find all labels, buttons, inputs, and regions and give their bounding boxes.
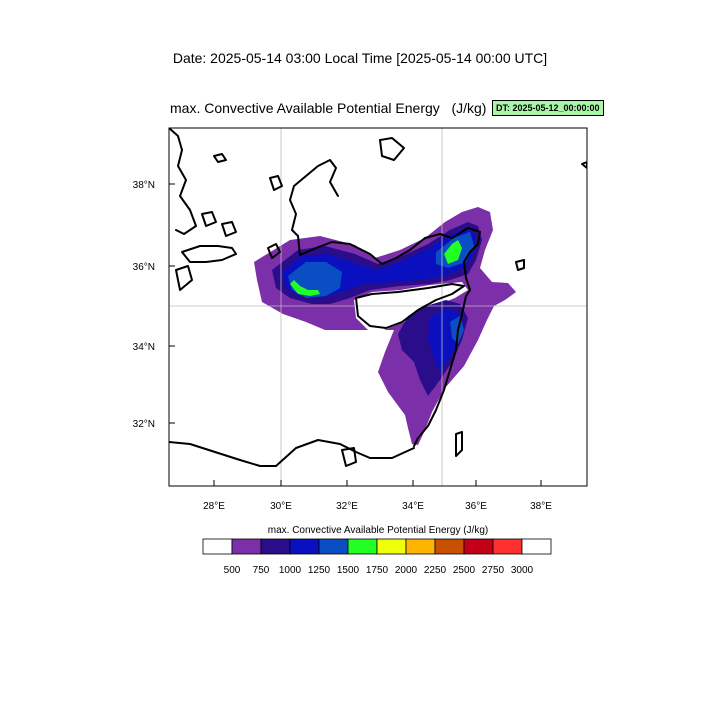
coast-islands-5 <box>379 137 405 161</box>
colorbar-label: 2000 <box>395 565 418 576</box>
cape-level-1500-west <box>290 280 320 296</box>
grid-lines <box>169 128 587 486</box>
coastlines <box>169 128 587 467</box>
colorbar-box <box>463 538 494 555</box>
lon-tick-label: 34°E <box>402 501 424 512</box>
colorbar-box <box>434 538 465 555</box>
coast-turkey <box>297 227 481 265</box>
colorbar-box <box>202 538 233 555</box>
colorbar-box <box>289 538 320 555</box>
date-line: Date: 2025-05-14 03:00 Local Time [2025-… <box>172 50 548 66</box>
coast-turkey-west <box>289 159 339 237</box>
colorbar-label: 2250 <box>424 565 447 576</box>
colorbar-label: 3000 <box>511 565 534 576</box>
colorbar-title: max. Convective Available Potential Ener… <box>268 525 488 536</box>
lat-tick-label: 38°N <box>133 180 155 191</box>
lon-tick-label: 28°E <box>203 501 225 512</box>
lon-tick-label: 30°E <box>270 501 292 512</box>
coast-rhodes <box>267 243 281 259</box>
coast-islands-4 <box>221 221 237 237</box>
coast-islands-8 <box>341 447 357 467</box>
coast-islands-3 <box>201 211 217 227</box>
colorbar-label: 2500 <box>453 565 476 576</box>
colorbar-label: 1500 <box>337 565 360 576</box>
axis-ticks <box>169 183 542 486</box>
colorbar-label: 1250 <box>308 565 331 576</box>
colorbar-box <box>521 538 552 555</box>
colorbar-box <box>318 538 349 555</box>
lat-tick-labels: 38°N 36°N 34°N 32°N <box>133 180 155 430</box>
dt-badge: DT: 2025-05-12_00:00:00 <box>492 100 604 116</box>
plot-frame <box>168 127 588 487</box>
colorbar-box <box>260 538 291 555</box>
coast-crete <box>181 245 237 263</box>
coast-islands-6 <box>175 265 193 291</box>
lat-tick-label: 34°N <box>133 342 155 353</box>
colorbar-label: 1750 <box>366 565 389 576</box>
colorbar-box <box>231 538 262 555</box>
colorbar-box <box>347 538 378 555</box>
coast-greece <box>169 128 197 235</box>
coast-islands-10 <box>581 161 587 169</box>
colorbar-label: 750 <box>253 565 270 576</box>
coast-islands-7 <box>455 431 463 457</box>
colorbar-box <box>405 538 436 555</box>
lon-tick-labels: 28°E 30°E 32°E 34°E 36°E 38°E <box>203 501 552 512</box>
colorbar-box <box>492 538 523 555</box>
cape-level-1500-east <box>444 240 462 264</box>
cape-fills <box>254 207 516 445</box>
lat-tick-label: 32°N <box>133 419 155 430</box>
colorbar-box <box>376 538 407 555</box>
lon-tick-label: 32°E <box>336 501 358 512</box>
coast-egypt <box>169 439 415 467</box>
map-plot-area <box>169 128 587 486</box>
lon-tick-label: 36°E <box>465 501 487 512</box>
coast-islands-2 <box>269 175 283 191</box>
coast-levant <box>413 251 471 447</box>
colorbar-label: 1000 <box>279 565 302 576</box>
colorbar-label: 2750 <box>482 565 505 576</box>
colorbar-labels: 500 750 1000 1250 1500 1750 2000 2250 2500 2750 30… <box>224 565 534 576</box>
colorbar: max. Convective Available Potential Ener… <box>202 525 552 576</box>
coast-islands-9 <box>515 259 525 271</box>
lat-tick-label: 36°N <box>133 262 155 273</box>
coast-cyprus <box>355 283 465 329</box>
colorbar-label: 500 <box>224 565 241 576</box>
coast-islands-1 <box>213 153 227 163</box>
plot-title: max. Convective Available Potential Ener… <box>170 100 487 116</box>
colorbar-boxes <box>202 538 552 555</box>
lon-tick-label: 38°E <box>530 501 552 512</box>
